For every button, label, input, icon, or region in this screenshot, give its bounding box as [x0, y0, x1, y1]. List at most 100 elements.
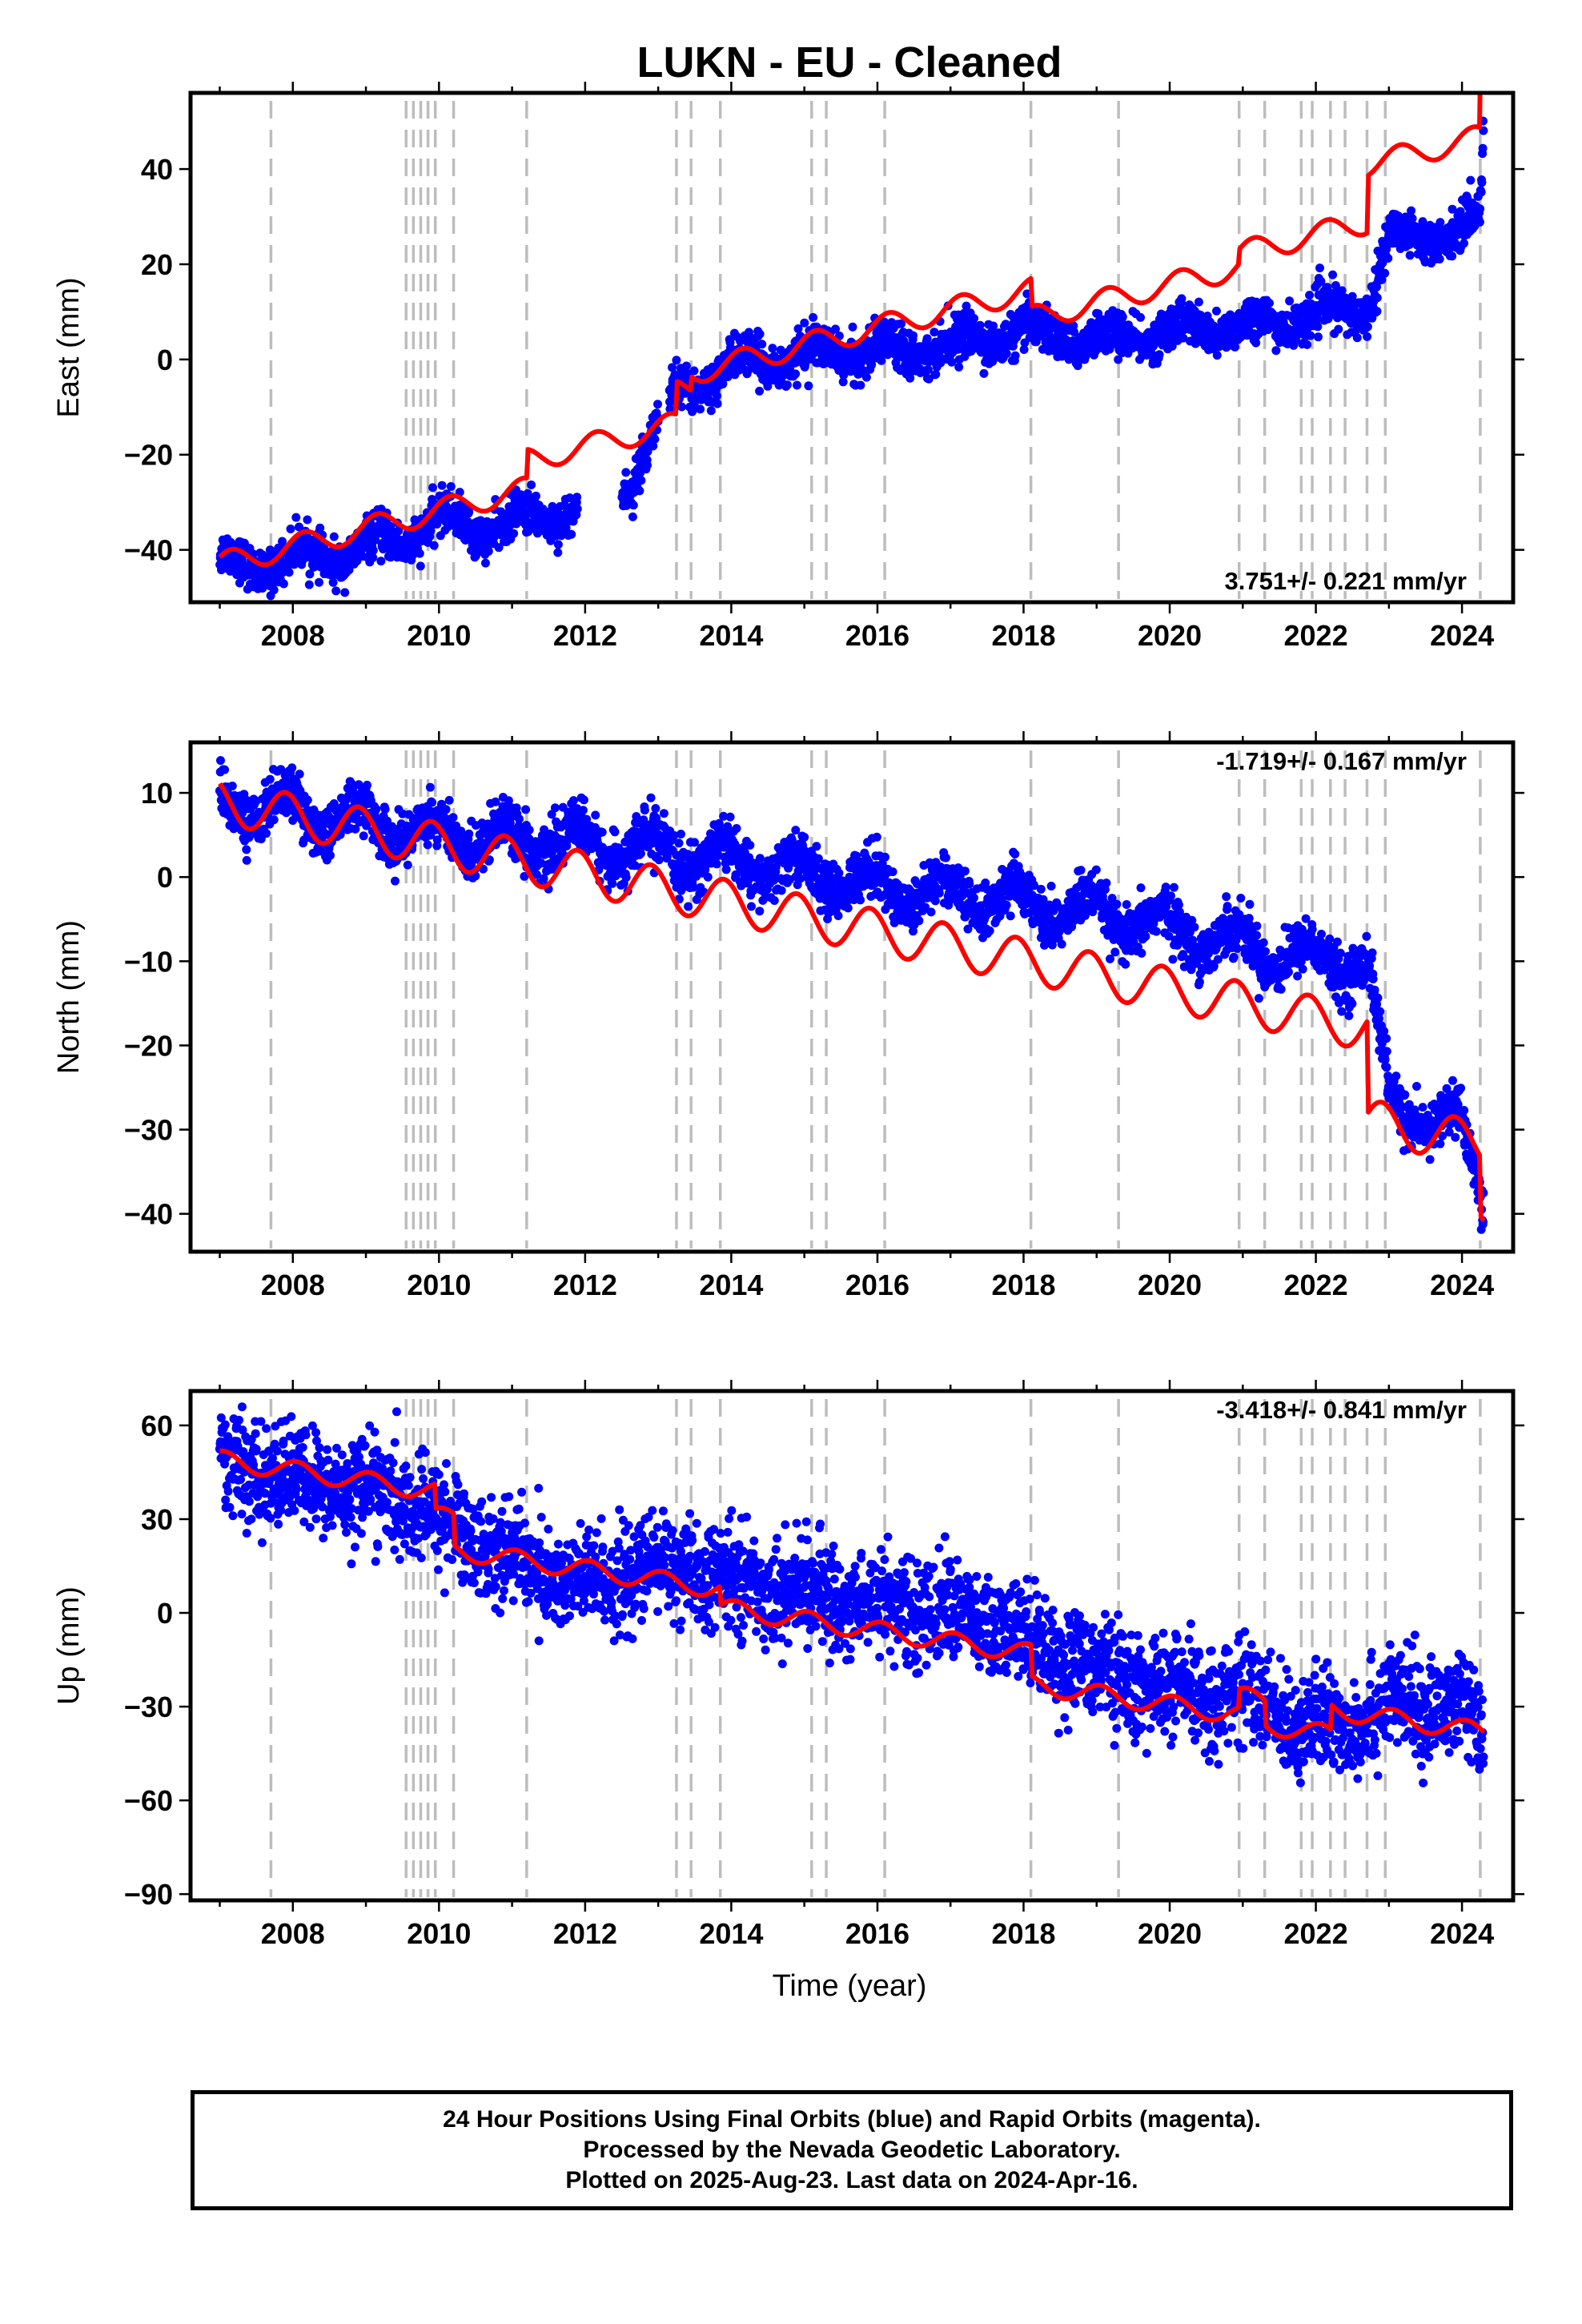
x-tick-label: 2020	[1138, 619, 1202, 652]
observation-point	[216, 756, 225, 766]
x-tick-label: 2018	[991, 619, 1055, 652]
x-tick-label: 2008	[261, 619, 325, 652]
observation-point	[659, 809, 669, 818]
observation-point	[368, 545, 378, 555]
observation-point	[363, 780, 371, 790]
observation-point	[572, 493, 582, 502]
observation-point	[548, 501, 557, 511]
observation-point	[284, 568, 294, 577]
observation-point	[723, 372, 733, 381]
observation-point	[1328, 270, 1338, 279]
observation-point	[425, 782, 435, 792]
observation-point	[1002, 349, 1011, 358]
observation-point	[947, 357, 957, 367]
observation-point	[326, 850, 335, 860]
observation-point	[648, 441, 658, 451]
observation-point	[265, 774, 275, 784]
observation-point	[331, 586, 341, 596]
observation-point	[838, 377, 848, 387]
observation-point	[834, 868, 844, 878]
observation-point	[877, 356, 886, 365]
observation-point	[640, 806, 649, 815]
x-tick-label: 2012	[553, 619, 617, 652]
x-tick-label: 2016	[845, 619, 909, 652]
observation-point	[646, 793, 656, 802]
observation-point	[989, 321, 998, 331]
observation-point	[561, 523, 571, 533]
observation-point	[515, 814, 524, 824]
observation-point	[303, 515, 312, 525]
observation-point	[793, 380, 801, 390]
observation-point	[962, 301, 971, 311]
observation-point	[380, 805, 390, 814]
observation-point	[833, 911, 843, 920]
observation-point	[1136, 312, 1145, 322]
observation-point	[509, 529, 519, 538]
observation-point	[909, 331, 917, 340]
observation-point	[791, 369, 801, 379]
observation-point	[1313, 322, 1323, 332]
observation-point	[800, 832, 809, 842]
observation-point	[712, 859, 721, 869]
observation-point	[1435, 255, 1444, 263]
observation-point	[1352, 333, 1362, 343]
figure-title: LUKN - EU - Cleaned	[636, 38, 1062, 86]
y-tick-label: −40	[124, 534, 173, 567]
observation-point	[610, 827, 620, 837]
observation-point	[1372, 293, 1382, 303]
observation-point	[643, 460, 652, 470]
observation-point	[428, 798, 437, 807]
observation-point	[831, 324, 840, 334]
observation-point	[684, 902, 693, 911]
observation-point	[1010, 351, 1020, 360]
observation-point	[677, 402, 686, 412]
observation-point	[1372, 307, 1382, 316]
observation-point	[464, 507, 474, 517]
observation-point	[975, 320, 985, 330]
observation-point	[242, 855, 251, 865]
observation-point	[768, 344, 777, 353]
observation-point	[1271, 346, 1281, 356]
observation-point	[269, 815, 279, 825]
east-rate-label: 3.751+/- 0.221 mm/yr	[1225, 567, 1467, 595]
observation-point	[1303, 340, 1312, 349]
observation-point	[269, 585, 279, 595]
observation-point	[1383, 254, 1393, 263]
observation-point	[446, 482, 456, 491]
observation-point	[732, 824, 741, 833]
observation-point	[696, 404, 705, 414]
observation-point	[295, 770, 304, 779]
observation-point	[562, 841, 572, 850]
observation-point	[481, 558, 490, 568]
observation-point	[329, 532, 339, 541]
observation-point	[1407, 206, 1416, 215]
observation-point	[777, 886, 786, 895]
observation-point	[578, 806, 588, 815]
observation-point	[532, 491, 540, 501]
observation-point	[315, 577, 323, 587]
observation-point	[763, 381, 773, 391]
observation-point	[721, 865, 731, 875]
observation-point	[718, 380, 728, 388]
observation-point	[931, 369, 941, 379]
observation-point	[444, 795, 454, 805]
observation-point	[628, 512, 637, 521]
observation-point	[244, 833, 254, 842]
observation-point	[1478, 143, 1488, 153]
observation-point	[791, 826, 801, 835]
observation-point	[843, 903, 853, 913]
observation-point	[793, 324, 803, 333]
observation-point	[689, 366, 699, 376]
observation-point	[464, 829, 474, 838]
observation-point	[848, 322, 857, 332]
east-model-line	[218, 93, 1483, 568]
observation-point	[672, 356, 681, 365]
observation-point	[328, 577, 338, 587]
x-tick-label: 2010	[407, 619, 471, 652]
observation-point	[376, 557, 386, 566]
observation-point	[755, 854, 765, 863]
observation-point	[769, 896, 779, 905]
observation-point	[923, 365, 933, 375]
observation-point	[677, 830, 685, 838]
